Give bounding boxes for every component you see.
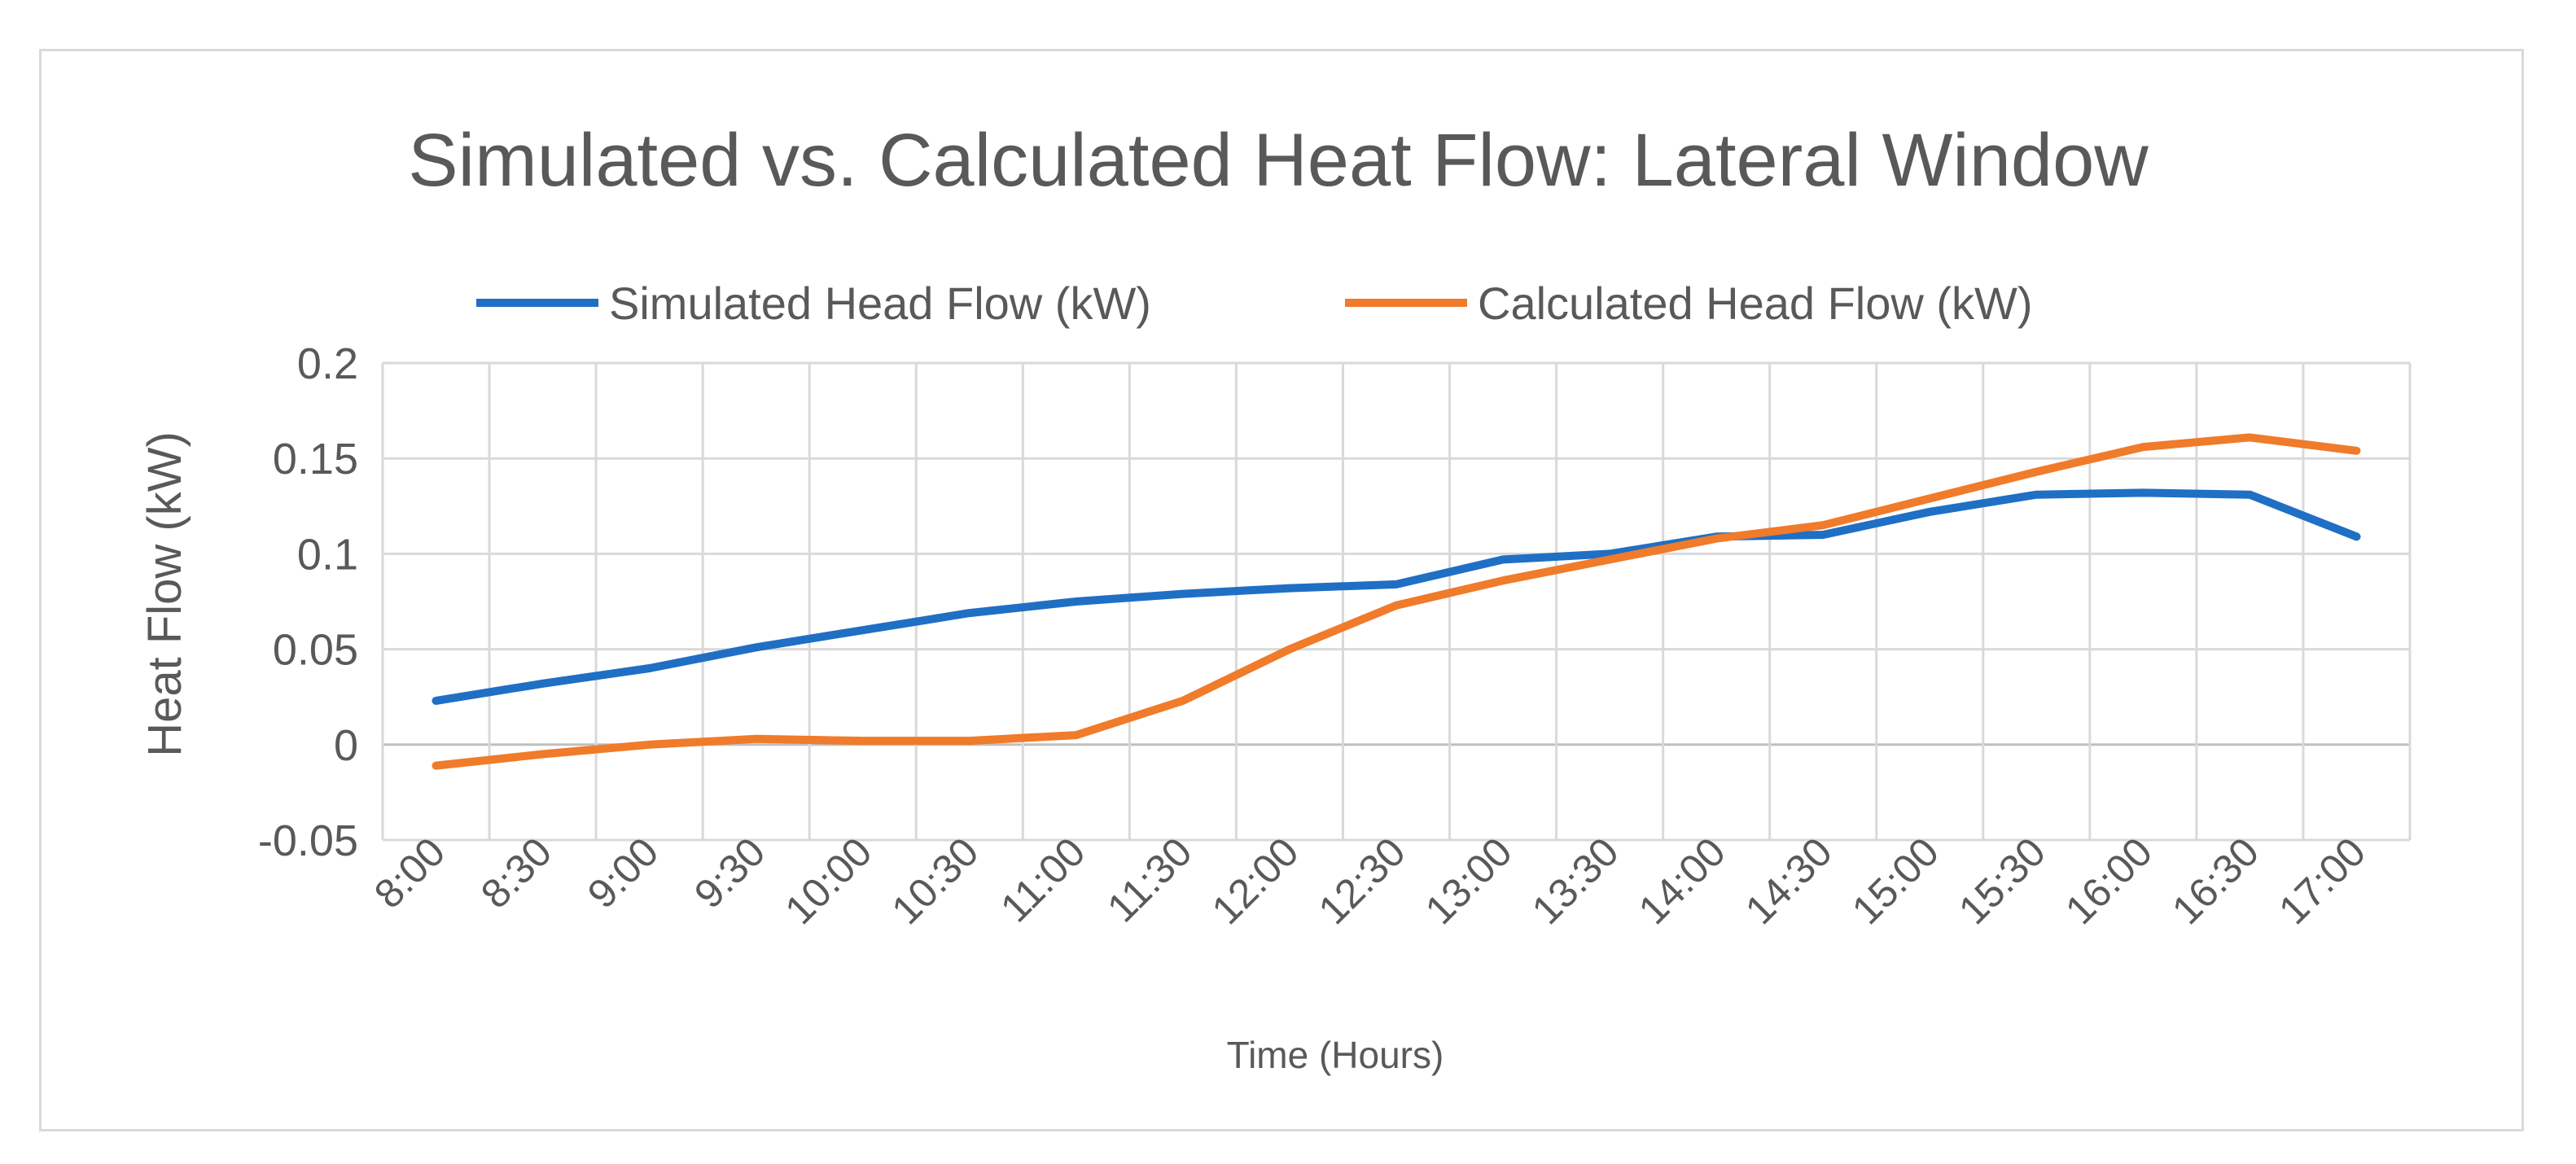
x-tick-label: 13:30 [1523, 829, 1628, 933]
data-point-calculated [1929, 497, 1930, 499]
data-point-simulated [969, 612, 970, 614]
legend: Simulated Head Flow (kW) Calculated Head… [476, 278, 2033, 329]
data-point-simulated [649, 667, 651, 669]
y-tick-label: 0.2 [297, 339, 358, 388]
data-point-calculated [1076, 734, 1077, 736]
data-point-simulated [1929, 511, 1930, 513]
legend-label-simulated: Simulated Head Flow (kW) [609, 278, 1151, 329]
x-tick-label: 15:30 [1950, 829, 2054, 933]
data-point-calculated [2249, 436, 2250, 438]
x-tick-label: 8:00 [366, 829, 453, 917]
x-tick-label: 8:30 [472, 829, 560, 917]
gridlines [381, 361, 2412, 842]
data-point-calculated [862, 740, 864, 742]
data-point-calculated [1822, 524, 1824, 526]
x-tick-label: 12:00 [1203, 829, 1308, 933]
data-point-simulated [2142, 492, 2144, 493]
x-tick-label: 9:00 [579, 829, 667, 917]
data-point-simulated [1609, 553, 1610, 554]
data-point-calculated [1182, 700, 1184, 702]
data-point-calculated [1502, 580, 1504, 581]
x-tick-label: 14:00 [1630, 829, 1734, 933]
x-tick-label: 13:00 [1417, 829, 1521, 933]
x-tick-label: 10:30 [883, 829, 987, 933]
chart-title: Simulated vs. Calculated Heat Flow: Late… [408, 119, 2149, 202]
data-point-simulated [1182, 593, 1184, 595]
x-axis-ticks: 8:00 8:30 9:00 9:30 10:00 10:30 11:00 11:30 12:0… [366, 829, 2374, 933]
x-tick-label: 9:30 [686, 829, 773, 917]
data-point-simulated [862, 629, 864, 631]
x-tick-label: 16:00 [2057, 829, 2161, 933]
data-point-simulated [2249, 494, 2250, 496]
y-tick-label: 0.05 [273, 626, 358, 675]
data-point-calculated [436, 765, 437, 767]
series-lines [432, 433, 2361, 770]
data-point-calculated [969, 740, 970, 742]
data-point-calculated [2035, 471, 2037, 473]
x-tick-label: 16:30 [2163, 829, 2267, 933]
y-tick-label: 0.1 [297, 530, 358, 579]
data-point-simulated [1289, 588, 1290, 589]
y-tick-label: 0.15 [273, 435, 358, 484]
data-point-simulated [1822, 534, 1824, 536]
data-point-simulated [542, 683, 544, 685]
y-tick-label: 0 [334, 721, 358, 770]
data-point-calculated [2142, 446, 2144, 448]
x-axis-label: Time (Hours) [1227, 1034, 1444, 1076]
data-point-simulated [436, 700, 437, 702]
data-point-simulated [1076, 601, 1077, 602]
x-tick-label: 15:00 [1843, 829, 1947, 933]
y-tick-label: -0.05 [258, 816, 358, 865]
series-line-simulated [432, 488, 2361, 705]
x-tick-label: 10:00 [776, 829, 880, 933]
data-point-simulated [2035, 494, 2037, 496]
y-axis-label: Heat Flow (kW) [138, 431, 191, 757]
data-point-simulated [1502, 558, 1504, 560]
data-point-calculated [2355, 450, 2357, 452]
data-point-calculated [1289, 649, 1290, 650]
x-tick-label: 17:00 [2270, 829, 2374, 933]
data-point-calculated [649, 744, 651, 746]
x-tick-label: 11:00 [992, 829, 1093, 930]
x-tick-label: 14:30 [1737, 829, 1841, 933]
data-point-calculated [1609, 558, 1610, 560]
x-tick-label: 12:30 [1310, 829, 1414, 933]
series-line-calculated [432, 433, 2361, 770]
data-point-simulated [2355, 536, 2357, 537]
data-point-calculated [1395, 605, 1397, 606]
x-tick-label: 11:30 [1098, 829, 1200, 930]
y-axis-ticks: 0.2 0.15 0.1 0.05 0 -0.05 [258, 339, 358, 865]
data-point-simulated [756, 646, 757, 648]
data-point-simulated [1395, 584, 1397, 585]
data-point-calculated [756, 738, 757, 740]
data-point-calculated [1715, 538, 1717, 540]
legend-label-calculated: Calculated Head Flow (kW) [1478, 278, 2033, 329]
data-point-calculated [542, 754, 544, 755]
